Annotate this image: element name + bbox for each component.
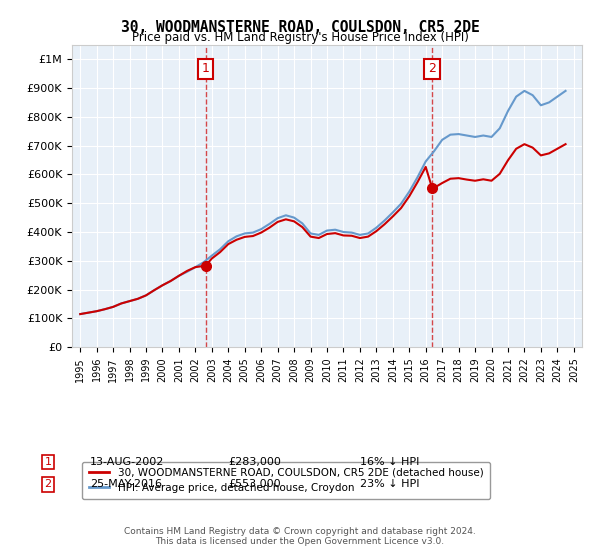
- Legend: 30, WOODMANSTERNE ROAD, COULSDON, CR5 2DE (detached house), HPI: Average price, : 30, WOODMANSTERNE ROAD, COULSDON, CR5 2D…: [82, 461, 490, 499]
- Text: £553,000: £553,000: [228, 479, 281, 489]
- Text: 1: 1: [202, 63, 209, 76]
- Text: 1: 1: [44, 457, 52, 467]
- Text: 2: 2: [44, 479, 52, 489]
- Text: 30, WOODMANSTERNE ROAD, COULSDON, CR5 2DE: 30, WOODMANSTERNE ROAD, COULSDON, CR5 2D…: [121, 20, 479, 35]
- Text: 2: 2: [428, 63, 436, 76]
- Text: 25-MAY-2016: 25-MAY-2016: [90, 479, 162, 489]
- Text: 23% ↓ HPI: 23% ↓ HPI: [360, 479, 419, 489]
- Text: 13-AUG-2002: 13-AUG-2002: [90, 457, 164, 467]
- Text: Price paid vs. HM Land Registry's House Price Index (HPI): Price paid vs. HM Land Registry's House …: [131, 31, 469, 44]
- Text: 16% ↓ HPI: 16% ↓ HPI: [360, 457, 419, 467]
- Text: Contains HM Land Registry data © Crown copyright and database right 2024.
This d: Contains HM Land Registry data © Crown c…: [124, 526, 476, 546]
- Text: £283,000: £283,000: [228, 457, 281, 467]
